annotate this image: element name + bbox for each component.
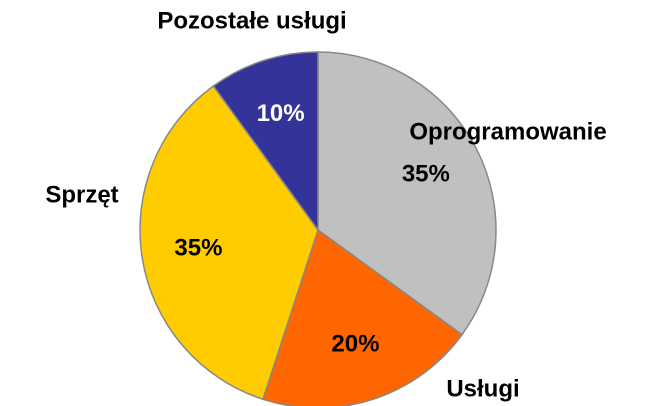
slice-category-label: Pozostałe usługi: [157, 7, 346, 34]
pie-slice: [139, 84, 319, 401]
pie-slice: [262, 228, 464, 406]
slice-value-label: 35%: [174, 234, 222, 261]
slice-category-label: Usługi: [446, 375, 519, 402]
slice-category-label: Oprogramowanie: [409, 118, 606, 145]
slice-value-label: 20%: [331, 330, 379, 357]
slice-value-label: 35%: [402, 160, 450, 187]
slice-value-label: 10%: [257, 100, 305, 127]
pie-slice: [212, 51, 319, 233]
slice-category-label: Sprzęt: [45, 181, 118, 208]
pie-slice: [317, 51, 497, 336]
